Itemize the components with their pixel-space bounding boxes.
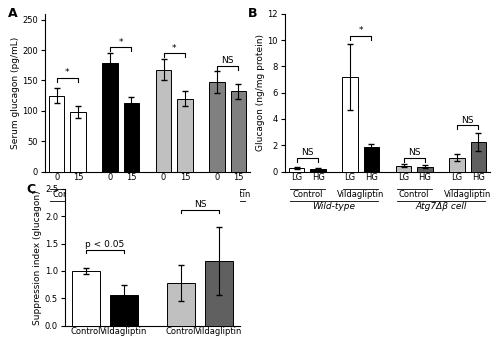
Text: *: * (65, 68, 70, 77)
Bar (342, 77, 358, 172)
Bar (49, 96, 64, 172)
Text: *: * (358, 26, 363, 35)
Text: NS: NS (222, 56, 234, 65)
Text: Vildagliptin: Vildagliptin (204, 190, 252, 199)
Bar (102, 63, 118, 172)
Bar (417, 166, 432, 172)
Text: *: * (118, 38, 123, 47)
Bar (206, 261, 233, 326)
Bar (70, 112, 86, 172)
Bar (396, 166, 411, 172)
Bar (168, 283, 194, 326)
Text: Vildagliptin: Vildagliptin (444, 190, 492, 199)
Text: Atg7Δβ cell: Atg7Δβ cell (415, 202, 467, 211)
Bar (364, 147, 379, 172)
Text: NS: NS (194, 200, 206, 209)
Bar (156, 70, 171, 172)
Bar (177, 99, 192, 172)
Text: NS: NS (301, 148, 314, 157)
Text: B: B (248, 8, 258, 21)
Y-axis label: Serum glucagon (pg/mL): Serum glucagon (pg/mL) (10, 36, 20, 149)
Text: Atg7Δβ cell: Atg7Δβ cell (175, 202, 227, 211)
Bar (230, 91, 246, 172)
Bar (124, 103, 139, 172)
Text: C: C (26, 183, 36, 196)
Bar (209, 82, 224, 172)
Bar (310, 169, 326, 172)
Text: Control: Control (159, 190, 190, 199)
Bar (470, 142, 486, 172)
Text: p < 0.05: p < 0.05 (86, 240, 124, 249)
Text: Wild-type: Wild-type (72, 202, 116, 211)
Text: Control: Control (399, 190, 430, 199)
Text: *: * (172, 44, 176, 53)
Bar (449, 158, 464, 172)
Text: Vildagliptin: Vildagliptin (337, 190, 384, 199)
Bar (110, 295, 138, 326)
Text: A: A (8, 8, 18, 21)
Text: Wild-type: Wild-type (312, 202, 356, 211)
Text: Control: Control (292, 190, 322, 199)
Text: Control: Control (52, 190, 82, 199)
Bar (289, 168, 304, 172)
Y-axis label: Suppression index (glucagon): Suppression index (glucagon) (33, 190, 42, 324)
Text: NS: NS (408, 148, 420, 157)
Text: Vildagliptin: Vildagliptin (97, 190, 144, 199)
Text: NS: NS (462, 116, 474, 125)
Bar (72, 271, 100, 326)
Y-axis label: Glucagon (ng/mg protein): Glucagon (ng/mg protein) (256, 34, 265, 151)
